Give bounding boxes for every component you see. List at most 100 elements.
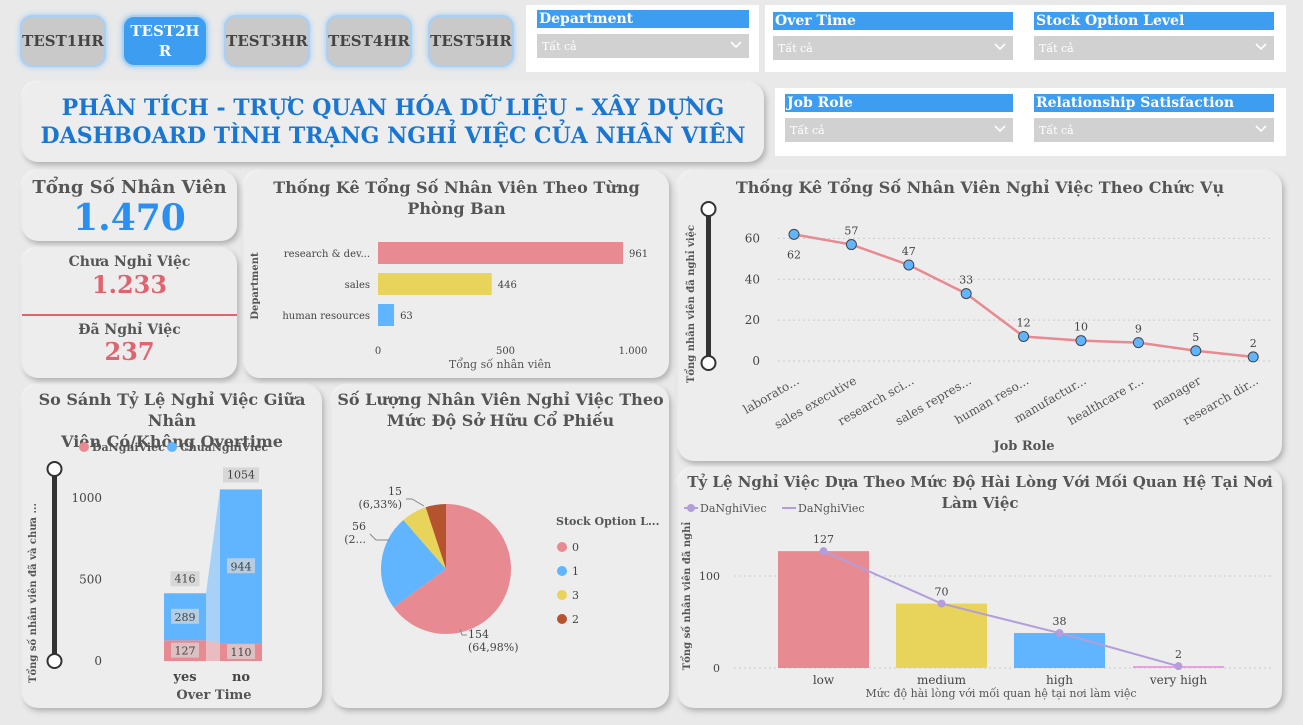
chevron-down-icon bbox=[994, 43, 1006, 51]
legend-title: Stock Option L... bbox=[556, 515, 659, 528]
pie-slice bbox=[393, 504, 511, 634]
data-point bbox=[1132, 337, 1144, 349]
data-point bbox=[1247, 351, 1259, 363]
over-time-slicer: Over Time Tất cả bbox=[773, 12, 1013, 60]
slicer-label: Job Role bbox=[785, 94, 1013, 112]
data-point bbox=[845, 239, 857, 251]
x-axis-title: Job Role bbox=[992, 439, 1054, 454]
y-tick-label: 500 bbox=[79, 573, 102, 587]
tab-test3hr[interactable]: TEST3HR bbox=[224, 15, 310, 67]
range-slider-track[interactable] bbox=[706, 209, 711, 363]
range-slider-handle-top[interactable] bbox=[700, 201, 717, 217]
data-point bbox=[1174, 662, 1183, 671]
data-label: 33 bbox=[959, 274, 973, 287]
job-role-line-chart: Tổng nhân viên đã nghỉ việc Job Role 0 20… bbox=[685, 201, 1272, 454]
total-employees-value: 1.470 bbox=[73, 197, 186, 239]
x-tick-label: high bbox=[1046, 673, 1073, 687]
data-label: 2 bbox=[1250, 337, 1257, 350]
legend-marker bbox=[557, 566, 567, 576]
data-label: 5 bbox=[1192, 331, 1199, 344]
leader-line bbox=[369, 533, 390, 541]
attrition-kpi-card: Chưa Nghỉ Việc 1.233 Đã Nghỉ Việc 237 bbox=[22, 248, 237, 378]
range-slider-handle-bottom[interactable] bbox=[46, 653, 63, 669]
series-line bbox=[823, 550, 1179, 668]
pie-slice bbox=[425, 504, 446, 569]
relationship-dropdown[interactable]: Tất cả bbox=[1034, 118, 1274, 142]
category-label: research & dev... bbox=[284, 249, 370, 260]
data-label: (2... bbox=[344, 533, 366, 546]
y-axis-title: Tổng số nhân viên đã nghỉ bbox=[681, 522, 693, 671]
total-employees-card: Tổng Số Nhân Viên 1.470 bbox=[22, 171, 237, 241]
job-role-chart-card: Thống Kê Tổng Số Nhân Viên Nghỉ Việc The… bbox=[678, 171, 1282, 461]
tab-test2hr[interactable]: TEST2H R bbox=[122, 15, 208, 67]
data-label: 15 bbox=[388, 485, 402, 498]
x-tick-label: no bbox=[232, 670, 250, 685]
total-label: 1054 bbox=[227, 468, 255, 481]
ribbon bbox=[206, 489, 220, 644]
data-label: 10 bbox=[1074, 321, 1088, 334]
x-tick-label: 0 bbox=[375, 346, 381, 357]
data-label: 961 bbox=[629, 249, 648, 260]
department-bar-chart: Department Tổng số nhân viên research & … bbox=[250, 242, 648, 371]
divider bbox=[22, 314, 237, 316]
relationship-bar-chart: DaNghiViec DaNghiViec Tổng số nhân viên … bbox=[681, 502, 1274, 700]
y-tick-label: 20 bbox=[745, 313, 760, 327]
dashboard-title-card: PHÂN TÍCH - TRỰC QUAN HÓA DỮ LIỆU - XÂY … bbox=[22, 82, 764, 162]
data-point bbox=[937, 599, 946, 608]
legend-label: 2 bbox=[572, 613, 579, 626]
data-label: 70 bbox=[935, 586, 949, 599]
stock-option-dropdown[interactable]: Tất cả bbox=[1034, 36, 1274, 60]
label-bg bbox=[227, 644, 255, 660]
over-time-dropdown[interactable]: Tất cả bbox=[773, 36, 1013, 60]
x-tick-label: 1.000 bbox=[619, 346, 648, 357]
tab-test1hr[interactable]: TEST1HR bbox=[20, 15, 106, 67]
category-label: human resources bbox=[282, 311, 370, 322]
job-role-dropdown[interactable]: Tất cả bbox=[785, 118, 1013, 142]
tab-label: TEST5HR bbox=[430, 32, 512, 50]
x-tick-label: very high bbox=[1149, 673, 1207, 687]
label-bg bbox=[223, 467, 259, 483]
chevron-down-icon bbox=[1255, 125, 1267, 133]
data-label: 110 bbox=[231, 646, 252, 659]
leader-line bbox=[459, 628, 467, 636]
range-slider-handle-top[interactable] bbox=[46, 461, 63, 477]
chart-title: Tỷ Lệ Nghỉ Việc Dựa Theo Mức Độ Hài Lòng… bbox=[687, 473, 1273, 512]
data-label: 9 bbox=[1135, 323, 1142, 336]
legend-label: ChuaNghiViec bbox=[180, 441, 268, 454]
data-label: 127 bbox=[175, 645, 196, 658]
data-label: 38 bbox=[1053, 615, 1067, 628]
data-label: 62 bbox=[787, 248, 801, 261]
data-label: 56 bbox=[352, 520, 366, 533]
slicer-label: Over Time bbox=[773, 12, 1013, 30]
department-dropdown[interactable]: Tất cả bbox=[537, 34, 749, 58]
x-tick-label: yes bbox=[172, 670, 196, 685]
data-label: 63 bbox=[400, 311, 413, 322]
data-point bbox=[1075, 335, 1087, 347]
bar bbox=[378, 273, 492, 295]
left-label: Đã Nghỉ Việc bbox=[78, 322, 181, 338]
y-axis-title: Tổng số nhân viên đã và chưa ... bbox=[27, 503, 39, 683]
legend-marker bbox=[687, 504, 695, 512]
y-tick-label: 0 bbox=[94, 654, 102, 668]
data-label: 57 bbox=[844, 225, 858, 238]
range-slider-track[interactable] bbox=[52, 469, 57, 661]
legend-label: DaNghiViec bbox=[700, 502, 767, 515]
chart-title: Thống Kê Tổng Số Nhân Viên Nghỉ Việc The… bbox=[735, 178, 1225, 197]
y-tick-label: 40 bbox=[745, 272, 760, 286]
leader-line bbox=[406, 498, 425, 507]
dashboard-title-line2: DASHBOARD TÌNH TRẠNG NGHỈ VIỆC CỦA NHÂN … bbox=[40, 123, 746, 149]
range-slider-handle-bottom[interactable] bbox=[700, 355, 717, 371]
stock-option-slicer: Stock Option Level Tất cả bbox=[1034, 12, 1274, 60]
legend-label: DaNghiViec bbox=[92, 441, 165, 454]
chart-title: Số Lượng Nhân Viên Nghỉ Việc Theo Mức Độ … bbox=[337, 390, 664, 430]
tab-test5hr[interactable]: TEST5HR bbox=[428, 15, 514, 67]
legend-marker bbox=[557, 590, 567, 600]
pie-slice bbox=[403, 507, 446, 569]
tab-label: TEST2H R bbox=[130, 22, 200, 60]
y-axis-title: Department bbox=[250, 252, 261, 320]
data-label: 289 bbox=[175, 611, 196, 624]
pie-slice bbox=[381, 519, 446, 608]
tab-test4hr[interactable]: TEST4HR bbox=[326, 15, 412, 67]
x-axis-title: Mức độ hài lòng với mối quan hệ tại nơi … bbox=[865, 687, 1136, 700]
relationship-chart-card: Tỷ Lệ Nghỉ Việc Dựa Theo Mức Độ Hài Lòng… bbox=[678, 468, 1282, 708]
